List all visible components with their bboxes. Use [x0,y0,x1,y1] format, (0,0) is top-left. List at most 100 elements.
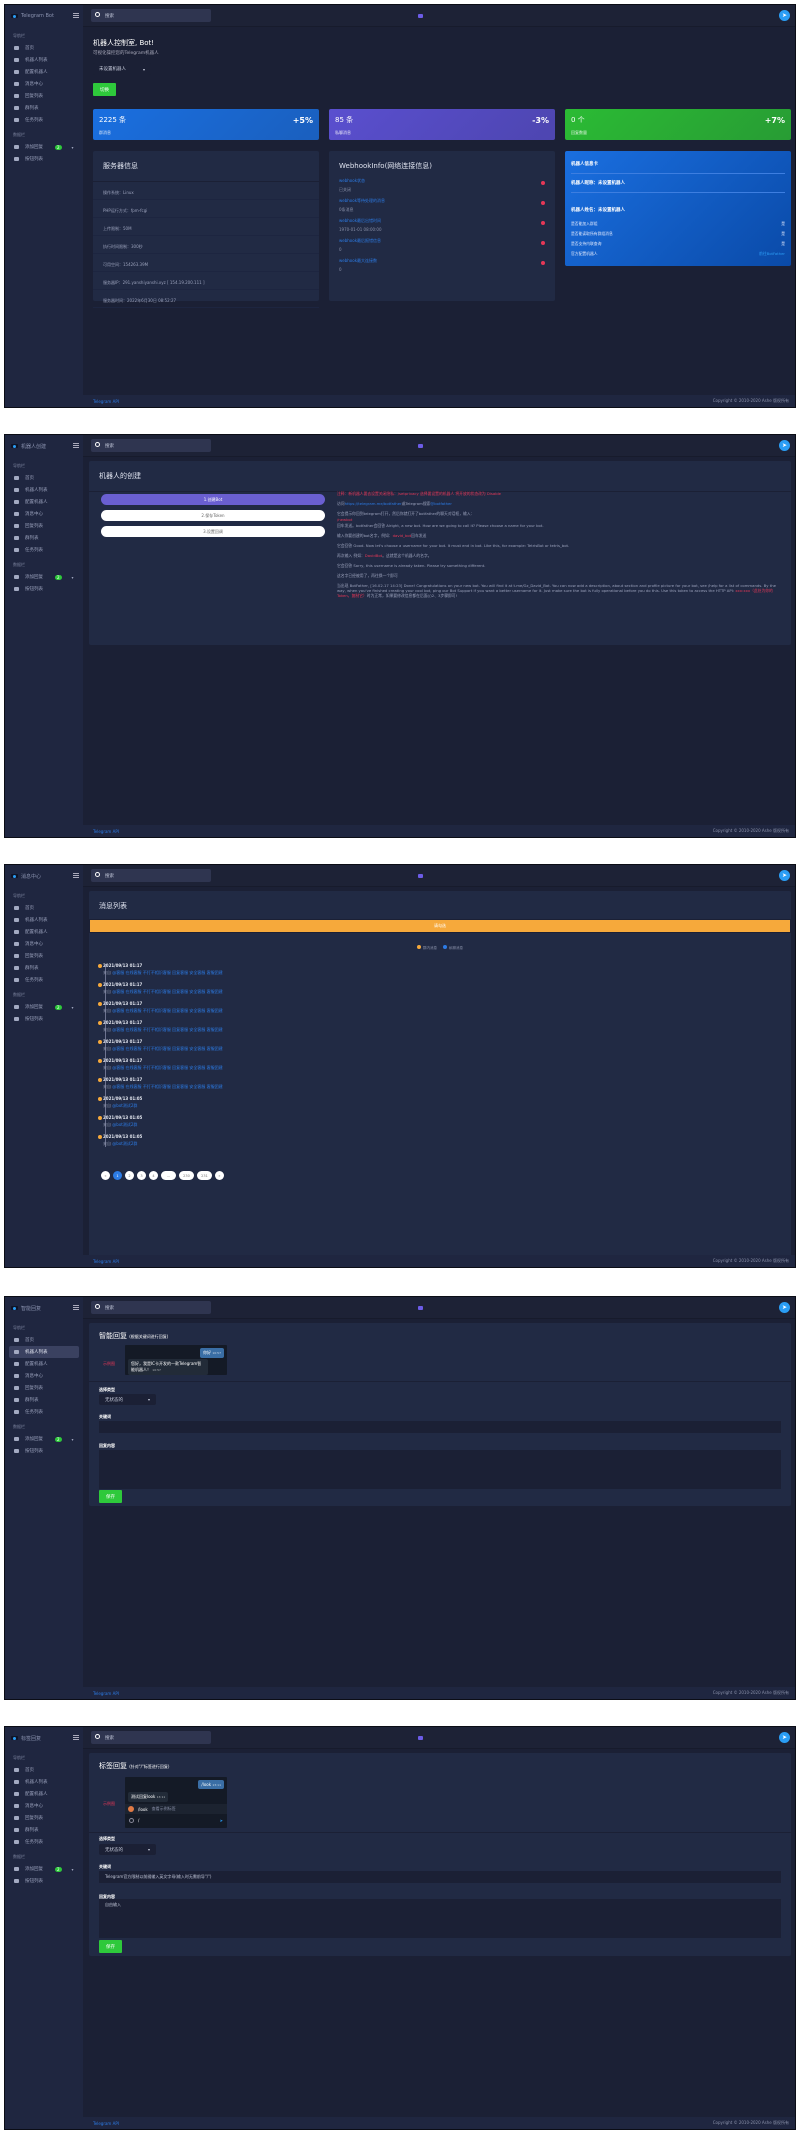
webhook-key[interactable]: webhook等待处理的消息 [339,198,386,203]
sidebar-item[interactable]: 群列表 [9,1394,79,1406]
pagination-button[interactable]: 231 [197,1171,212,1180]
sidebar-item[interactable]: 机器人列表 [9,1776,79,1788]
message-content[interactable]: @客服 在线客服 不打不相识客服 回复客服 安全客服 客服团建 [112,970,223,975]
telegram-api-link[interactable]: Telegram API [93,398,119,404]
sidebar-item[interactable]: 任务列表 [9,974,79,986]
step-set-callback[interactable]: 3.设置回调 [101,526,325,537]
sidebar-item[interactable]: 机器人列表 [9,484,79,496]
pagination-button[interactable]: » [215,1171,224,1180]
sidebar-item[interactable]: 回复列表 [9,1382,79,1394]
save-button[interactable]: 保存 [99,1490,122,1503]
switch-button[interactable]: 切换 [93,83,116,96]
message-content[interactable]: @客服 在线客服 不打不相识客服 回复客服 安全客服 客服团建 [112,1046,223,1051]
message-content[interactable]: @客服 在线客服 不打不相识客服 回复客服 安全客服 客服团建 [112,1084,223,1089]
type-select[interactable]: 无状态的 [99,1844,156,1855]
search-input[interactable]: 搜索 [91,439,211,452]
message-content[interactable]: @bot测试2群 [112,1122,138,1127]
webhook-key[interactable]: webhook最后报错信息 [339,238,382,243]
botfather-link[interactable]: 前往BotFather [759,251,785,256]
notification-icon[interactable] [418,14,423,18]
keyword-input[interactable] [99,1421,781,1433]
sidebar-item[interactable]: 消息中心 [9,508,79,520]
legend-item[interactable]: 群内消息 [417,945,437,951]
botfather-handle-link[interactable]: @botfather [430,501,452,506]
sidebar-item[interactable]: 首页 [9,42,79,54]
step-create-bot[interactable]: 1.创建Bot [101,494,325,505]
sidebar-item[interactable]: 群列表 [9,1824,79,1836]
sidebar-item[interactable]: 添加回复 2 ▾ [9,571,79,583]
telegram-icon[interactable]: ➤ [779,440,790,451]
sidebar-item[interactable]: 群列表 [9,532,79,544]
sidebar-item[interactable]: 按钮列表 [9,1013,79,1025]
sidebar-item[interactable]: 添加回复 2 ▾ [9,1863,79,1875]
step-save-token[interactable]: 2.保存Token [101,510,325,521]
sidebar-item[interactable]: 添加回复 2 ▾ [9,141,79,153]
sidebar-item[interactable]: 消息中心 [9,78,79,90]
sidebar-item[interactable]: 首页 [9,472,79,484]
notification-icon[interactable] [418,1736,423,1740]
sidebar-item[interactable]: 配置机器人 [9,66,79,78]
pagination-button[interactable]: 2 [125,1171,134,1180]
sidebar-item[interactable]: 按钮列表 [9,1445,79,1457]
sidebar-item[interactable]: 配置机器人 [9,1788,79,1800]
menu-toggle-icon[interactable] [73,13,79,18]
message-content[interactable]: @客服 在线客服 不打不相识客服 回复客服 安全客服 客服团建 [112,1027,223,1032]
sidebar-item[interactable]: 机器人列表 [9,914,79,926]
pagination-button[interactable]: ... [161,1171,176,1180]
filter-banner[interactable]: 请勾选 [89,919,791,933]
sidebar-item[interactable]: 按钮列表 [9,583,79,595]
telegram-icon[interactable]: ➤ [779,1732,790,1743]
botfather-link[interactable]: https://telegram.me/botfather [344,501,402,506]
sidebar-item[interactable]: 消息中心 [9,1370,79,1382]
message-content[interactable]: @客服 在线客服 不打不相识客服 回复客服 安全客服 客服团建 [112,1008,223,1013]
sidebar-item[interactable]: 群列表 [9,962,79,974]
brand[interactable]: 智能回复 [5,1297,83,1319]
sidebar-item[interactable]: 消息中心 [9,1800,79,1812]
content-textarea[interactable] [99,1450,781,1489]
menu-toggle-icon[interactable] [73,1735,79,1740]
sidebar-item[interactable]: 回复列表 [9,950,79,962]
telegram-api-link[interactable]: Telegram API [93,2120,119,2126]
notification-icon[interactable] [418,1306,423,1310]
bot-select[interactable]: 未设置机器人 [93,63,151,75]
telegram-icon[interactable]: ➤ [779,10,790,21]
telegram-api-link[interactable]: Telegram API [93,1258,119,1264]
sidebar-item[interactable]: 任务列表 [9,1836,79,1848]
keyword-input[interactable]: Telegram官方限制以前缀输入英文字母(输入时无需前导"/") [99,1871,781,1883]
pagination-button[interactable]: 3 [137,1171,146,1180]
message-content[interactable]: @bot测试2群 [112,1103,138,1108]
webhook-key[interactable]: webhook最大连接数 [339,258,378,263]
sidebar-item[interactable]: 回复列表 [9,90,79,102]
sidebar-item[interactable]: 按钮列表 [9,153,79,165]
sidebar-item[interactable]: 首页 [9,1334,79,1346]
sidebar-item[interactable]: 任务列表 [9,114,79,126]
message-content[interactable]: @客服 在线客服 不打不相识客服 回复客服 安全客服 客服团建 [112,1065,223,1070]
pagination-button[interactable]: 230 [179,1171,194,1180]
sidebar-item[interactable]: 机器人列表 [9,54,79,66]
sidebar-item[interactable]: 首页 [9,902,79,914]
sidebar-item[interactable]: 机器人列表 [9,1346,79,1358]
sidebar-item[interactable]: 添加回复 2 ▾ [9,1433,79,1445]
sidebar-item[interactable]: 按钮列表 [9,1875,79,1887]
telegram-icon[interactable]: ➤ [779,1302,790,1313]
sidebar-item[interactable]: 回复列表 [9,1812,79,1824]
sidebar-item[interactable]: 配置机器人 [9,926,79,938]
search-input[interactable]: 搜索 [91,1731,211,1744]
webhook-key[interactable]: webhook状态 [339,178,366,183]
notification-icon[interactable] [418,444,423,448]
brand[interactable]: 标签回复 [5,1727,83,1749]
sidebar-item[interactable]: 添加回复 2 ▾ [9,1001,79,1013]
sidebar-item[interactable]: 群列表 [9,102,79,114]
sidebar-item[interactable]: 首页 [9,1764,79,1776]
pagination-button[interactable]: 1 [113,1171,122,1180]
sidebar-item[interactable]: 回复列表 [9,520,79,532]
pagination-button[interactable]: 4 [149,1171,158,1180]
webhook-key[interactable]: webhook最后出错时间 [339,218,382,223]
sidebar-item[interactable]: 配置机器人 [9,1358,79,1370]
menu-toggle-icon[interactable] [73,443,79,448]
sidebar-item[interactable]: 配置机器人 [9,496,79,508]
telegram-icon[interactable]: ➤ [779,870,790,881]
pagination-button[interactable]: « [101,1171,110,1180]
menu-toggle-icon[interactable] [73,1305,79,1310]
telegram-api-link[interactable]: Telegram API [93,828,119,834]
